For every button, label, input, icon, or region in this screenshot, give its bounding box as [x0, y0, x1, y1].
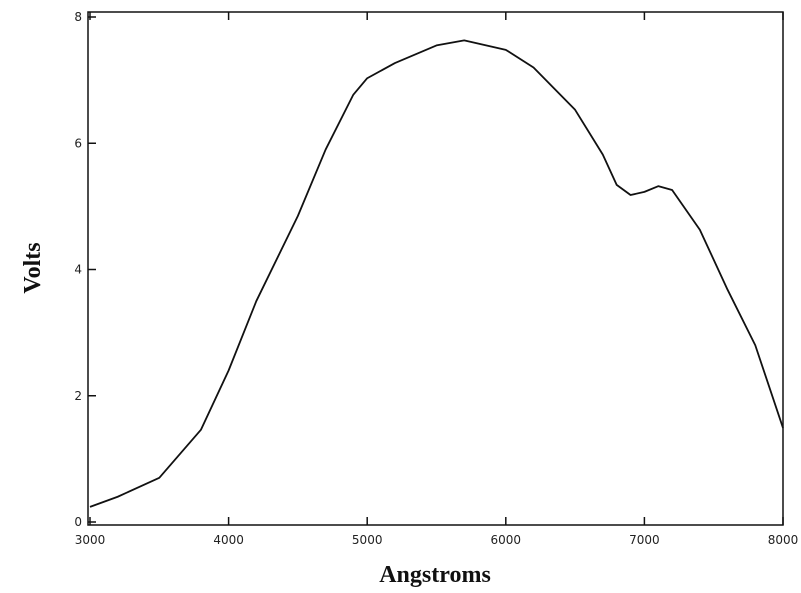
x-tick-label: 7000 — [629, 533, 660, 547]
x-tick-label: 8000 — [768, 533, 799, 547]
plot-frame — [87, 11, 784, 526]
y-tick-label: 4 — [74, 263, 82, 277]
x-axis-title: Angstroms — [379, 562, 491, 588]
y-tick-label: 2 — [74, 389, 82, 403]
data-line — [89, 39, 784, 508]
x-tick-label: 4000 — [213, 533, 244, 547]
x-tick-label: 3000 — [75, 533, 106, 547]
x-tick-label: 5000 — [352, 533, 383, 547]
y-tick-label: 0 — [74, 515, 82, 529]
y-tick-label: 6 — [74, 136, 82, 150]
x-tick-label: 6000 — [491, 533, 522, 547]
y-tick-label: 8 — [74, 10, 82, 24]
y-axis-title: Volts — [20, 242, 46, 293]
